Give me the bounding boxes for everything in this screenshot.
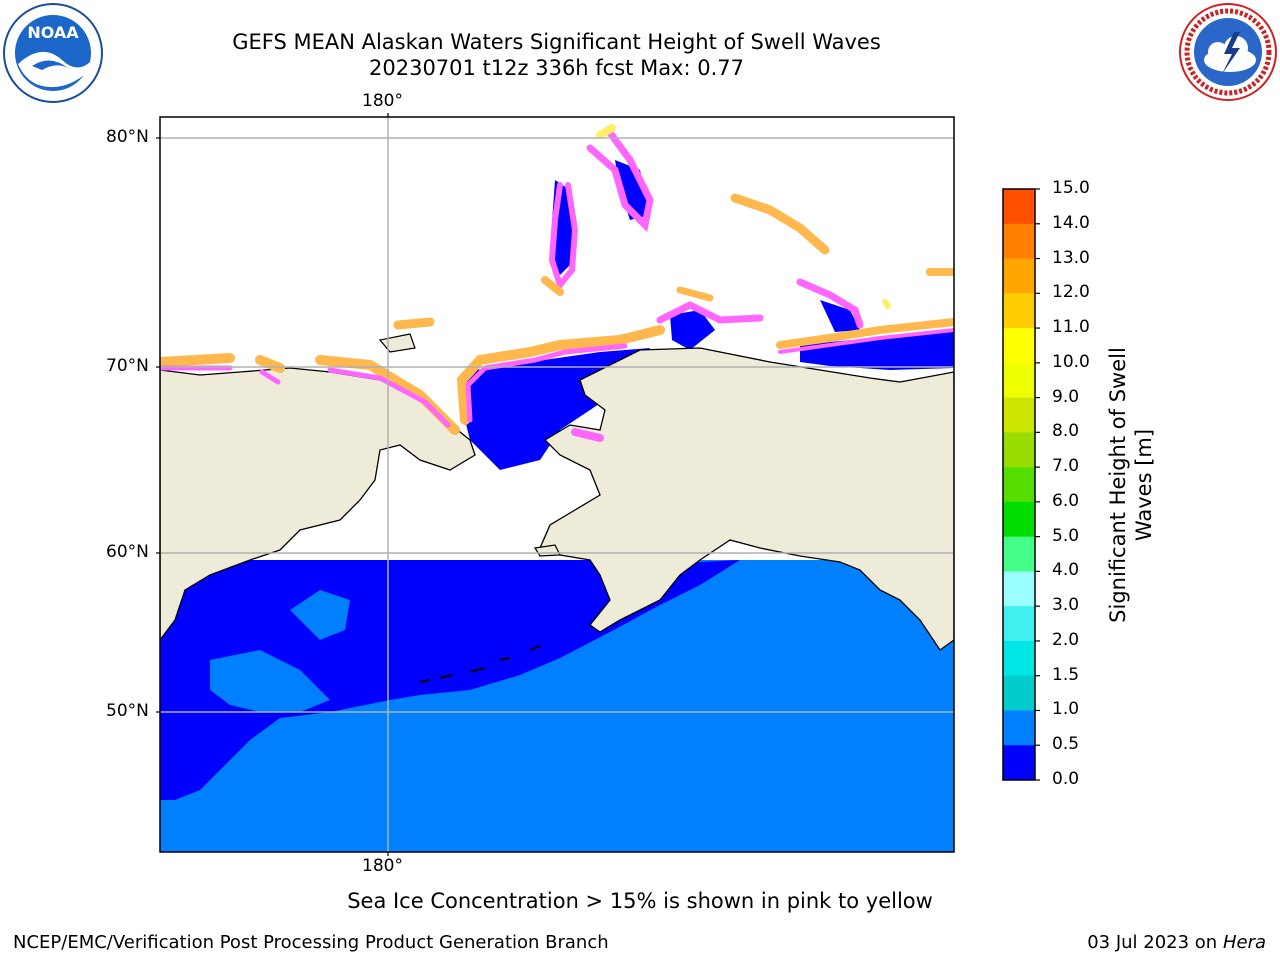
colorbar-tick-label: 1.0 [1052, 699, 1080, 720]
map-frame [159, 116, 955, 853]
colorbar-tick-label: 0.5 [1052, 734, 1080, 755]
footer-date: 03 Jul 2023 on Hera [1087, 932, 1266, 953]
alaska-land [539, 347, 954, 651]
gulf-blue-patch [210, 650, 330, 712]
sea-ice-caption: Sea Ice Concentration > 15% is shown in … [347, 889, 933, 913]
lat-label-70: 70°N [106, 356, 149, 376]
colorbar-tick-label: 6.0 [1052, 490, 1080, 511]
chart-subtitle: 20230701 t12z 336h fcst Max: 0.77 [369, 56, 744, 80]
colorbar-segment [1003, 606, 1035, 642]
colorbar-segment [1003, 710, 1035, 746]
colorbar-tick-label: 12.0 [1052, 282, 1090, 303]
colorbar-tick-label: 11.0 [1052, 317, 1090, 338]
colorbar-segment [1003, 467, 1035, 503]
colorbar-tick-label: 4.0 [1052, 560, 1080, 581]
colorbar-segment [1003, 536, 1035, 572]
lon-label-top: 180° [362, 91, 403, 111]
colorbar-segment [1003, 640, 1035, 677]
noaa-logo-icon: NOAA [3, 3, 103, 103]
noaa-logo: NOAA [2, 2, 104, 104]
lat-label-60: 60°N [106, 542, 149, 562]
lat-label-50: 50°N [106, 701, 149, 721]
colorbar-segment [1003, 675, 1035, 711]
colorbar-tick-label: 2.0 [1052, 629, 1080, 650]
colorbar-segment [1003, 328, 1035, 364]
colorbar-tick-label: 10.0 [1052, 351, 1090, 372]
footer-host: Hera [1222, 932, 1266, 953]
colorbar-segment [1003, 258, 1035, 294]
nws-logo [1178, 2, 1278, 102]
colorbar-segment [1003, 432, 1035, 468]
colorbar-segment [1003, 362, 1035, 399]
colorbar-tick-label: 14.0 [1052, 212, 1090, 233]
arctic-blue-4 [820, 300, 860, 332]
colorbar-tick-label: 3.0 [1052, 595, 1080, 616]
colorbar-segment [1003, 745, 1035, 781]
colorbar-segment [1003, 397, 1035, 433]
colorbar [1002, 188, 1040, 781]
chart-title: GEFS MEAN Alaskan Waters Significant Hei… [232, 30, 881, 54]
colorbar-tick-label: 8.0 [1052, 421, 1080, 442]
colorbar-segment [1003, 189, 1035, 225]
beaufort-blue [800, 330, 954, 370]
colorbar-segment [1003, 293, 1035, 329]
colorbar-segment [1003, 223, 1035, 260]
colorbar-segment [1003, 571, 1035, 607]
colorbar-tick-label: 13.0 [1052, 247, 1090, 268]
colorbar-tick-label: 7.0 [1052, 456, 1080, 477]
svg-text:NOAA: NOAA [27, 23, 79, 42]
colorbar-tick-label: 5.0 [1052, 525, 1080, 546]
aleutian-dots [419, 645, 541, 683]
colorbar-tick-label: 1.5 [1052, 664, 1080, 685]
gulf-blue-patch-2 [290, 590, 350, 640]
arctic-blue-2 [615, 160, 650, 220]
footer-branch: NCEP/EMC/Verification Post Processing Pr… [13, 932, 609, 953]
graticule [160, 117, 954, 852]
colorbar-tick-label: 0.0 [1052, 769, 1080, 789]
colorbar-segment [1003, 501, 1035, 538]
nws-logo-icon [1179, 3, 1277, 101]
colorbar-tick-label: 15.0 [1052, 178, 1090, 198]
lat-label-80: 80°N [106, 127, 149, 147]
arctic-blue-3 [670, 310, 715, 350]
lon-label-bottom: 180° [362, 856, 403, 876]
colorbar-tick-label: 9.0 [1052, 386, 1080, 407]
colorbar-label: Significant Height of Swell Waves [m] [1106, 347, 1156, 623]
